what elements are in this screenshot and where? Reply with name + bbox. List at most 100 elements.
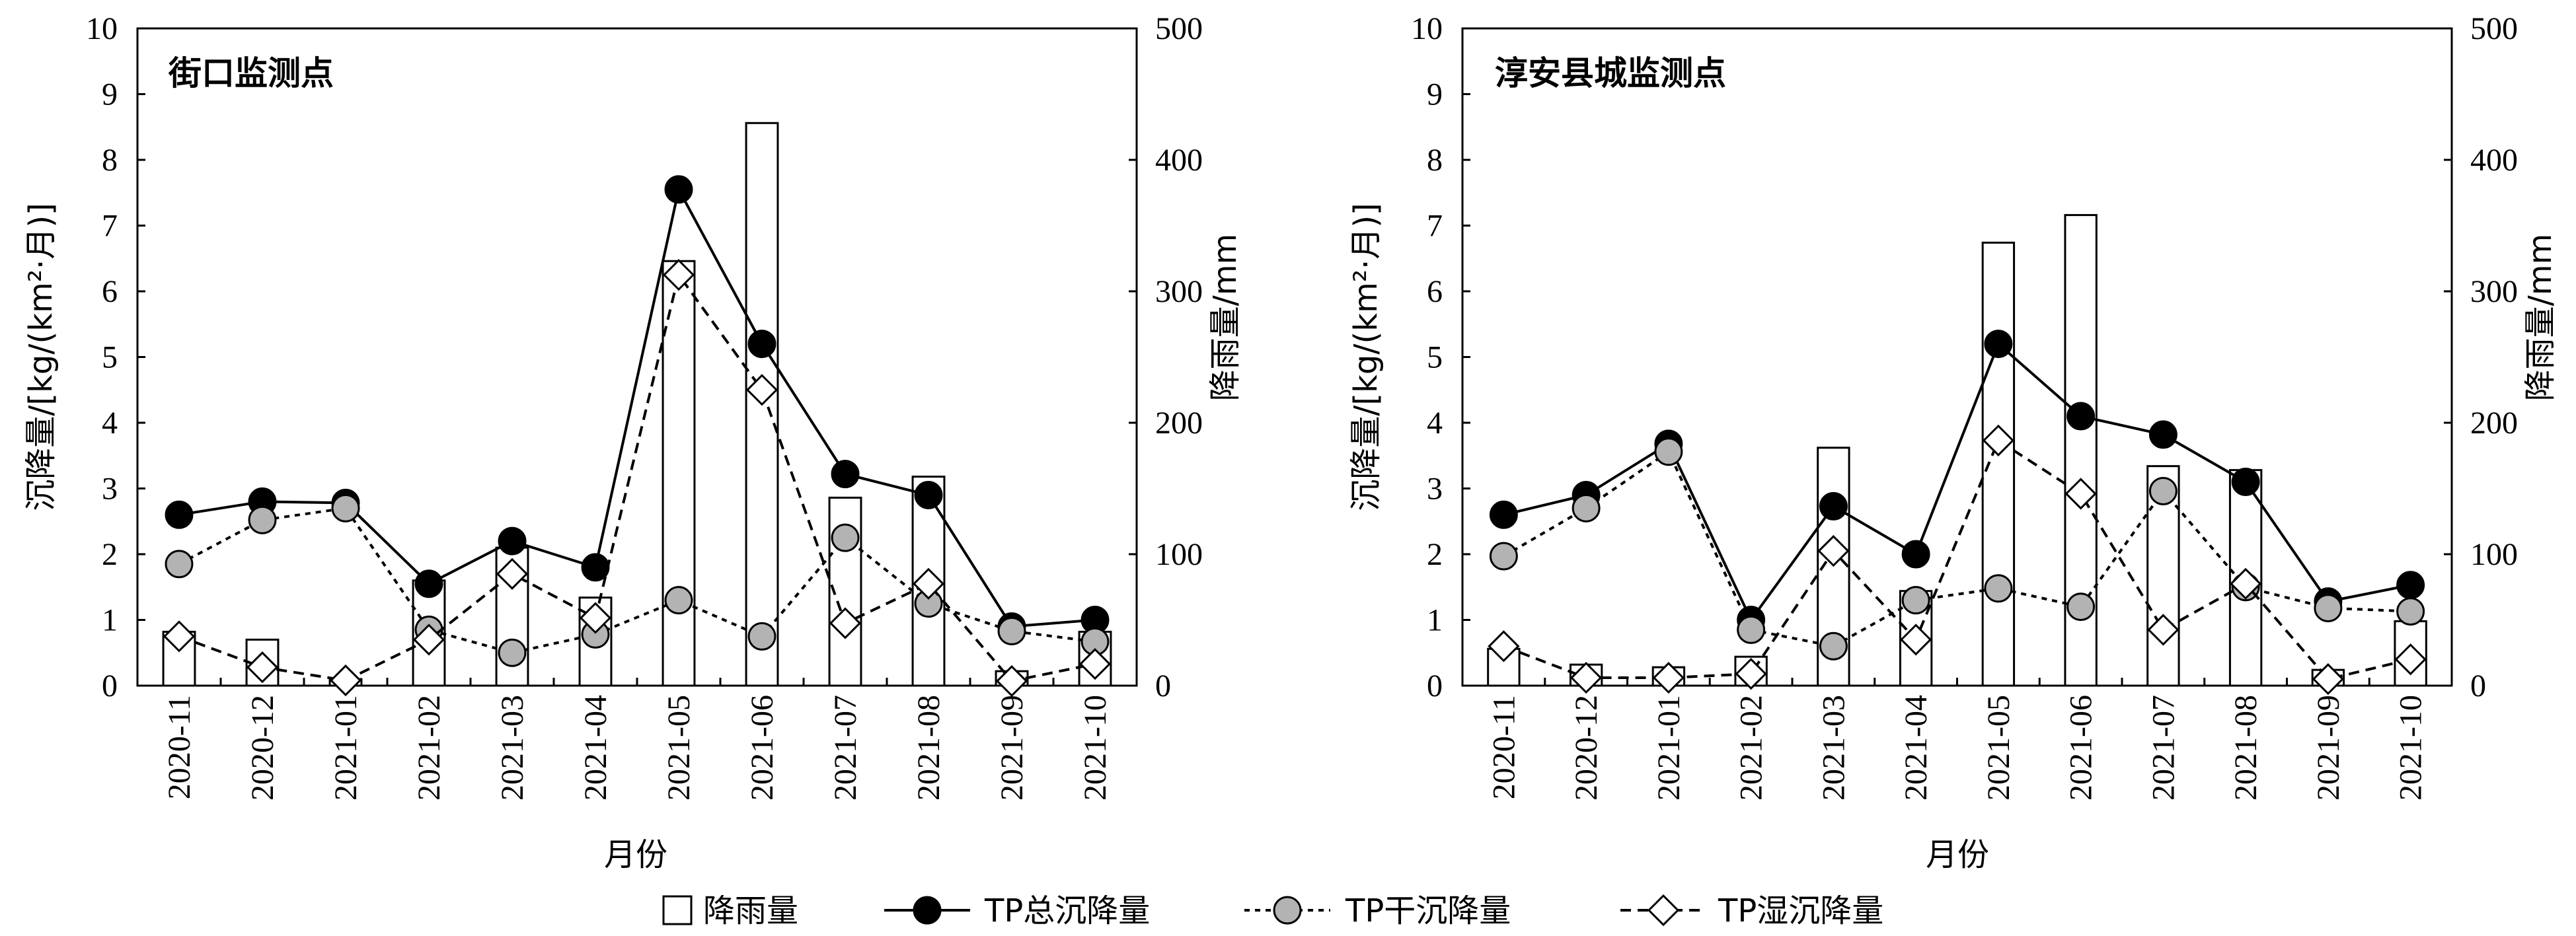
- series-point: [2230, 567, 2262, 600]
- x-tick-label: 2021-04: [578, 695, 613, 801]
- x-axis-label: 月份: [604, 836, 667, 873]
- series-point: [414, 569, 443, 598]
- y-tick-label: 8: [1427, 143, 1443, 178]
- series-point: [664, 175, 693, 204]
- x-tick-label: 2021-07: [828, 695, 863, 801]
- series-point: [248, 505, 277, 534]
- series-point: [579, 602, 612, 634]
- panel-title: 淳安县城监测点: [1495, 54, 1726, 92]
- x-tick-label: 2020-11: [162, 695, 197, 799]
- y-axis-label: 沉降量/[kg/(km²·月)]: [1347, 203, 1384, 511]
- legend-rain-swatch: [662, 895, 693, 925]
- series-point: [1819, 631, 1848, 661]
- series-point: [2148, 476, 2178, 505]
- legend-dry-label: TP干沉降量: [1345, 892, 1511, 929]
- series-point: [745, 374, 778, 406]
- y-tick-label: 1: [1427, 603, 1443, 638]
- series-point: [2314, 594, 2343, 623]
- series-point: [1817, 534, 1850, 567]
- series-point: [498, 638, 527, 667]
- series-point: [912, 567, 945, 600]
- y-right-tick-label: 500: [1155, 11, 1203, 46]
- x-tick-label: 2021-02: [412, 695, 447, 801]
- y-right-tick-label: 200: [2470, 406, 2518, 441]
- y-tick-label: 9: [102, 77, 118, 112]
- series-line: [1503, 438, 2411, 681]
- series-point: [831, 523, 860, 552]
- y-tick-label: 9: [1427, 77, 1443, 112]
- x-tick-label: 2021-10: [2394, 695, 2429, 801]
- series-point: [1489, 542, 1518, 571]
- y-right-tick-label: 300: [1155, 274, 1203, 309]
- series-point: [1652, 661, 1685, 694]
- legend-dry-marker: [1273, 896, 1302, 925]
- series-point: [496, 558, 529, 590]
- series-point: [412, 624, 445, 656]
- y-tick-label: 10: [1411, 11, 1443, 46]
- y-right-axis-label: 降雨量/mm: [2522, 234, 2559, 402]
- series-point: [1735, 657, 1767, 690]
- series-point: [1570, 661, 1603, 694]
- y-right-tick-label: 300: [2470, 274, 2518, 309]
- y-right-tick-label: 0: [2470, 668, 2486, 703]
- rain-bar: [662, 260, 696, 687]
- series-point: [2148, 420, 2178, 449]
- y-right-tick-label: 0: [1155, 668, 1171, 703]
- y-tick-label: 1: [102, 603, 118, 638]
- x-tick-label: 2021-06: [2064, 695, 2099, 801]
- y-right-tick-label: 500: [2470, 11, 2518, 46]
- y-right-tick-label: 100: [1155, 537, 1203, 572]
- y-right-tick-label: 200: [1155, 406, 1203, 441]
- series-point: [329, 664, 362, 697]
- series-point: [163, 620, 196, 653]
- x-tick-label: 2021-02: [1734, 695, 1769, 801]
- y-tick-label: 6: [1427, 274, 1443, 309]
- x-tick-label: 2021-08: [2228, 695, 2263, 801]
- series-point: [997, 616, 1026, 645]
- x-tick-label: 2021-05: [1981, 695, 2016, 801]
- x-tick-label: 2021-03: [1816, 695, 1851, 801]
- x-axis-label: 月份: [1926, 836, 1989, 873]
- y-axis-label: 沉降量/[kg/(km²·月)]: [22, 203, 59, 511]
- y-tick-label: 6: [102, 274, 118, 309]
- series-point: [331, 493, 360, 522]
- y-right-tick-label: 100: [2470, 537, 2518, 572]
- series-point: [829, 607, 862, 639]
- x-tick-label: 2021-03: [495, 695, 530, 801]
- x-tick-label: 2020-12: [1569, 695, 1604, 801]
- series-point: [747, 622, 777, 651]
- series-line: [1503, 449, 2411, 648]
- y-tick-label: 0: [1427, 668, 1443, 703]
- series-line: [178, 271, 1096, 683]
- x-tick-label: 2020-11: [1486, 695, 1521, 799]
- series-point: [2312, 663, 2344, 696]
- series-point: [1982, 424, 2014, 456]
- panel-title: 街口监测点: [168, 54, 334, 92]
- series-line: [178, 507, 1096, 655]
- series-point: [2066, 593, 2096, 622]
- series-line: [178, 186, 1096, 628]
- y-tick-label: 5: [102, 340, 118, 375]
- x-tick-label: 2021-04: [1899, 695, 1934, 801]
- series-point: [2231, 468, 2260, 497]
- series-point: [2147, 614, 2179, 646]
- x-tick-label: 2021-10: [1078, 695, 1113, 801]
- y-tick-label: 8: [102, 143, 118, 178]
- legend-total-marker: [913, 896, 942, 925]
- y-tick-label: 4: [1427, 406, 1443, 441]
- series-point: [1984, 574, 2013, 603]
- series-point: [2065, 478, 2097, 510]
- series-point: [1488, 630, 1520, 663]
- y-right-tick-label: 400: [1155, 143, 1203, 178]
- y-tick-label: 0: [102, 668, 118, 703]
- series-point: [1901, 586, 1930, 615]
- series-point: [2396, 571, 2425, 600]
- x-tick-label: 2021-01: [328, 695, 363, 801]
- x-tick-label: 2021-08: [911, 695, 946, 801]
- series-point: [2066, 402, 2096, 431]
- y-tick-label: 2: [1427, 537, 1443, 572]
- series-point: [165, 550, 194, 579]
